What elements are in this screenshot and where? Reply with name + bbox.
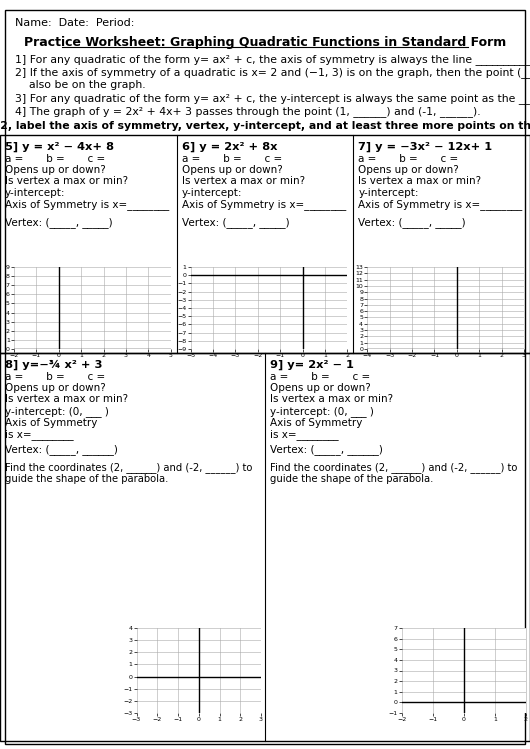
Text: 3] For any quadratic of the form y= ax² + c, the y-intercept is always the same : 3] For any quadratic of the form y= ax² … xyxy=(15,93,530,104)
Text: 2] If the axis of symmetry of a quadratic is x= 2 and (−1, 3) is on the graph, t: 2] If the axis of symmetry of a quadrati… xyxy=(15,67,530,78)
Text: Opens up or down?: Opens up or down? xyxy=(358,165,459,175)
Text: a =       b =       c =: a = b = c = xyxy=(358,154,458,163)
Text: is x=________: is x=________ xyxy=(270,429,339,440)
Text: 5] y = x² − 4x+ 8: 5] y = x² − 4x+ 8 xyxy=(5,142,114,152)
Text: Axis of Symmetry: Axis of Symmetry xyxy=(270,417,363,428)
Text: Axis of Symmetry is x=________: Axis of Symmetry is x=________ xyxy=(358,199,523,210)
Text: a =       b =       c =: a = b = c = xyxy=(182,154,282,163)
Text: a =       b =       c =: a = b = c = xyxy=(5,372,105,381)
Text: 6] y = 2x² + 8x: 6] y = 2x² + 8x xyxy=(182,142,277,152)
Text: Opens up or down?: Opens up or down? xyxy=(270,383,371,393)
Text: Find the coordinates (2, ______) and (-2, ______) to: Find the coordinates (2, ______) and (-2… xyxy=(270,462,517,473)
Text: 7] y = −3x² − 12x+ 1: 7] y = −3x² − 12x+ 1 xyxy=(358,142,492,152)
Text: Practice Worksheet: Graphing Quadratic Functions in Standard Form: Practice Worksheet: Graphing Quadratic F… xyxy=(24,36,506,49)
Text: Vertex: (_____, _____): Vertex: (_____, _____) xyxy=(358,217,466,228)
Text: is x=________: is x=________ xyxy=(5,429,74,440)
Text: Is vertex a max or min?: Is vertex a max or min? xyxy=(5,177,128,187)
Text: 8] y=−¾ x² + 3: 8] y=−¾ x² + 3 xyxy=(5,360,102,370)
Text: Opens up or down?: Opens up or down? xyxy=(182,165,282,175)
Text: Vertex: (_____, ______): Vertex: (_____, ______) xyxy=(270,444,383,455)
Text: also be on the graph.: also be on the graph. xyxy=(15,80,146,90)
Text: Vertex: (_____, ______): Vertex: (_____, ______) xyxy=(5,444,118,455)
Text: guide the shape of the parabola.: guide the shape of the parabola. xyxy=(5,473,169,484)
Text: Is vertex a max or min?: Is vertex a max or min? xyxy=(358,177,481,187)
Text: Opens up or down?: Opens up or down? xyxy=(5,383,106,393)
Text: Find the coordinates (2, ______) and (-2, ______) to: Find the coordinates (2, ______) and (-2… xyxy=(5,462,252,473)
Text: y-intercept: (0, ___ ): y-intercept: (0, ___ ) xyxy=(270,406,374,417)
Text: y-intercept:: y-intercept: xyxy=(5,188,66,198)
Text: Is vertex a max or min?: Is vertex a max or min? xyxy=(5,395,128,404)
Text: y-intercept:: y-intercept: xyxy=(182,188,242,198)
Text: 4] The graph of y = 2x² + 4x+ 3 passes through the point (1, ______) and (-1, __: 4] The graph of y = 2x² + 4x+ 3 passes t… xyxy=(15,106,481,117)
Text: Vertex: (_____, _____): Vertex: (_____, _____) xyxy=(182,217,289,228)
Bar xyxy=(0,353,530,741)
Text: Axis of Symmetry is x=________: Axis of Symmetry is x=________ xyxy=(5,199,169,210)
Text: Axis of Symmetry is x=________: Axis of Symmetry is x=________ xyxy=(182,199,346,210)
Text: Opens up or down?: Opens up or down? xyxy=(5,165,106,175)
Text: a =       b =       c =: a = b = c = xyxy=(270,372,370,381)
Text: Vertex: (_____, _____): Vertex: (_____, _____) xyxy=(5,217,112,228)
Text: Is vertex a max or min?: Is vertex a max or min? xyxy=(270,395,393,404)
Text: Name:  Date:  Period:: Name: Date: Period: xyxy=(15,18,135,28)
Text: Is vertex a max or min?: Is vertex a max or min? xyxy=(182,177,305,187)
Text: 9] y= 2x² − 1: 9] y= 2x² − 1 xyxy=(270,360,354,370)
Bar xyxy=(0,135,530,353)
Text: y-intercept: (0, ___ ): y-intercept: (0, ___ ) xyxy=(5,406,109,417)
Text: a =       b =       c =: a = b = c = xyxy=(5,154,105,163)
Text: For #5-12, label the axis of symmetry, vertex, y-intercept, and at least three m: For #5-12, label the axis of symmetry, v… xyxy=(0,121,530,131)
Text: Axis of Symmetry: Axis of Symmetry xyxy=(5,417,98,428)
Text: y-intercept:: y-intercept: xyxy=(358,188,419,198)
Text: 1] For any quadratic of the form y= ax² + c, the axis of symmetry is always the : 1] For any quadratic of the form y= ax² … xyxy=(15,54,530,65)
Text: guide the shape of the parabola.: guide the shape of the parabola. xyxy=(270,473,434,484)
